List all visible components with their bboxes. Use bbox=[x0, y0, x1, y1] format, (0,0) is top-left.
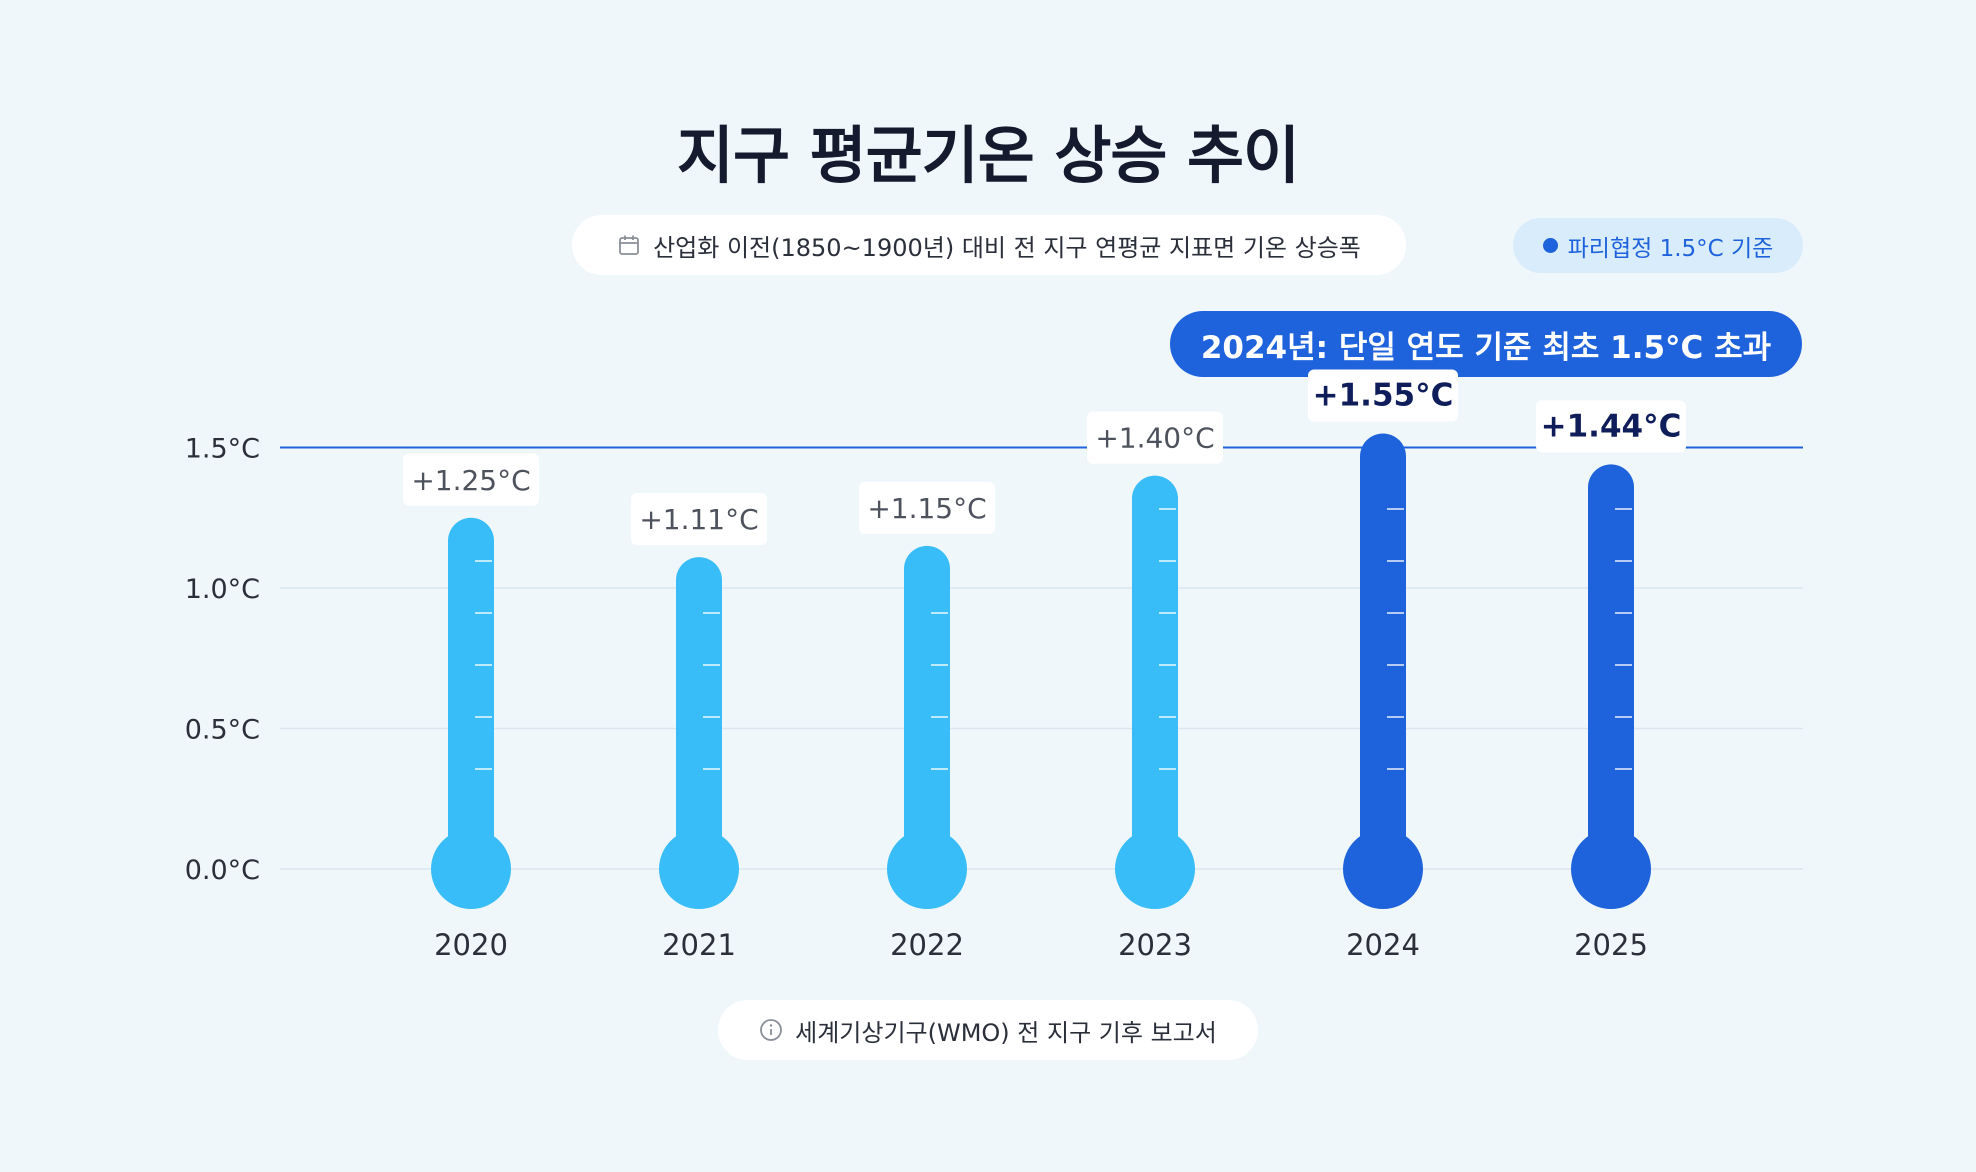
value-label: +1.40°C bbox=[1095, 422, 1214, 455]
value-label: +1.55°C bbox=[1313, 377, 1454, 413]
y-tick-label: 0.5°C bbox=[185, 715, 260, 746]
thermometer-bulb bbox=[1343, 829, 1423, 909]
value-label-bg bbox=[1536, 400, 1686, 453]
chart-title: 지구 평균기온 상승 추이 bbox=[676, 119, 1300, 192]
y-tick-label: 0.0°C bbox=[185, 855, 260, 886]
value-label: +1.11°C bbox=[639, 503, 758, 536]
thermometer-bulb bbox=[887, 829, 967, 909]
value-label: +1.44°C bbox=[1541, 408, 1682, 444]
x-tick-label: 2020 bbox=[434, 928, 508, 962]
y-tick-label: 1.0°C bbox=[185, 574, 260, 605]
thermometer-bulb bbox=[1571, 829, 1651, 909]
value-label: +1.15°C bbox=[867, 492, 986, 525]
value-label-bg bbox=[859, 481, 995, 534]
x-tick-label: 2021 bbox=[662, 928, 736, 962]
thermometer-tube bbox=[1360, 433, 1406, 869]
value-label-bg bbox=[631, 493, 767, 546]
x-tick-label: 2022 bbox=[890, 928, 964, 962]
legend-label: 파리협정 1.5°C 기준 bbox=[1567, 235, 1774, 262]
legend-dot bbox=[1542, 238, 1558, 253]
thermometer-bulb bbox=[659, 829, 739, 909]
thermometer-bulb bbox=[431, 829, 511, 909]
thermometer-tube bbox=[904, 545, 950, 869]
thermometer-tube bbox=[1132, 475, 1178, 869]
value-label-bg bbox=[1308, 369, 1458, 422]
value-label: +1.25°C bbox=[411, 464, 530, 497]
thermometer-bulb bbox=[1115, 829, 1195, 909]
value-label-bg bbox=[1087, 411, 1223, 464]
x-tick-label: 2023 bbox=[1118, 928, 1192, 962]
source-text: 세계기상기구(WMO) 전 지구 기후 보고서 bbox=[795, 1018, 1217, 1047]
calendar-icon bbox=[619, 235, 639, 255]
value-label-bg bbox=[403, 453, 539, 506]
callout-text: 2024년: 단일 연도 기준 최초 1.5°C 초과 bbox=[1200, 329, 1772, 366]
source-badge: 세계기상기구(WMO) 전 지구 기후 보고서 bbox=[718, 1000, 1258, 1060]
x-tick-label: 2025 bbox=[1574, 928, 1648, 962]
subtitle-badge: 산업화 이전(1850~1900년) 대비 전 지구 연평균 지표면 기온 상승… bbox=[572, 215, 1406, 275]
subtitle-text: 산업화 이전(1850~1900년) 대비 전 지구 연평균 지표면 기온 상승… bbox=[653, 233, 1361, 262]
legend-badge: 파리협정 1.5°C 기준 bbox=[1513, 218, 1803, 273]
thermometer-tube bbox=[1588, 464, 1634, 869]
y-tick-label: 1.5°C bbox=[185, 434, 260, 465]
callout-2024: 2024년: 단일 연도 기준 최초 1.5°C 초과 bbox=[1170, 311, 1802, 377]
x-tick-label: 2024 bbox=[1346, 928, 1420, 962]
info-icon bbox=[760, 1019, 783, 1041]
thermometer-tube bbox=[448, 517, 494, 869]
thermometer-tube bbox=[676, 557, 722, 869]
